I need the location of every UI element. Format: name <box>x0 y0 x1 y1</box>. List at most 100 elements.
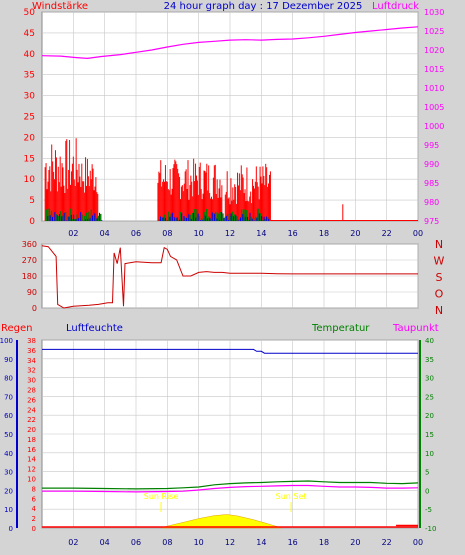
rain-tick-label: 4 <box>32 505 37 513</box>
pressure-tick-label: 1025 <box>424 27 444 36</box>
hour-tick-label: 06 <box>131 229 141 238</box>
temperature-tick-label: 0 <box>425 487 429 495</box>
pressure-tick-label: 1020 <box>424 46 444 55</box>
pressure-tick-label: 1000 <box>424 122 444 131</box>
pressure-tick-label: 1010 <box>424 84 444 93</box>
pressure-tick-label: 990 <box>424 160 439 169</box>
temperature-tick-label: 5 <box>425 469 429 477</box>
pressure-tick-label: 1015 <box>424 65 444 74</box>
rain-tick-label: 32 <box>27 367 36 375</box>
pressure-tick-label: 975 <box>424 217 439 226</box>
hour-tick-label: 10 <box>194 538 204 547</box>
rain-tick-label: 10 <box>27 476 36 484</box>
temperature-axis-title: Temperatur <box>311 323 370 334</box>
hour-tick-label: 00 <box>413 229 423 238</box>
wind-tick-label: 15 <box>24 154 35 164</box>
rain-tick-label: 0 <box>32 525 36 533</box>
temperature-tick-label: 10 <box>425 450 434 458</box>
compass-label: N <box>435 304 443 317</box>
temperature-tick-label: 20 <box>425 412 434 420</box>
humidity-axis-title: Luftfeuchte <box>66 323 123 334</box>
hour-tick-label: 22 <box>382 538 392 547</box>
pressure-axis-title: Luftdruck <box>372 1 419 12</box>
wind-tick-label: 45 <box>24 29 35 39</box>
temperature-tick-label: -10 <box>425 525 436 533</box>
rain-tick-label: 8 <box>32 485 36 493</box>
temperature-tick-label: -5 <box>425 506 432 514</box>
humidity-tick-label: 90 <box>4 356 13 364</box>
humidity-tick-label: 10 <box>4 506 13 514</box>
hour-tick-label: 04 <box>100 538 110 547</box>
rain-tick-label: 22 <box>27 416 36 424</box>
rain-tick-label: 14 <box>27 456 36 464</box>
hour-tick-label: 04 <box>100 229 110 238</box>
hour-tick-label: 08 <box>162 229 172 238</box>
hour-tick-label: 12 <box>225 538 235 547</box>
humidity-tick-label: 100 <box>0 337 13 345</box>
wind-axis-title: Windstärke <box>32 1 88 12</box>
rain-tick-label: 38 <box>27 337 36 345</box>
rain-tick-label: 26 <box>27 396 36 404</box>
wind-tick-label: 25 <box>24 113 35 123</box>
hour-tick-label: 10 <box>194 229 204 238</box>
pressure-tick-label: 980 <box>424 198 439 207</box>
sun-rise-label: Sun Rise <box>144 492 179 501</box>
rain-tick-label: 16 <box>27 446 36 454</box>
rain-tick-label: 2 <box>32 515 36 523</box>
hour-tick-label: 08 <box>162 538 172 547</box>
hour-tick-label: 18 <box>319 538 329 547</box>
humidity-tick-label: 40 <box>4 450 13 458</box>
rain-axis-title: Regen <box>1 323 33 334</box>
hour-tick-label: 00 <box>413 538 423 547</box>
hour-tick-label: 16 <box>288 229 298 238</box>
rain-tick-label: 24 <box>27 406 36 414</box>
pressure-tick-label: 1030 <box>424 8 444 17</box>
wind-tick-label: 5 <box>29 196 35 206</box>
hour-tick-label: 16 <box>288 538 298 547</box>
hour-tick-label: 22 <box>382 229 392 238</box>
temperature-tick-label: 25 <box>425 393 434 401</box>
pressure-tick-label: 995 <box>424 141 439 150</box>
direction-tick-label: 360 <box>22 240 37 249</box>
wind-tick-label: 30 <box>24 92 36 102</box>
temperature-tick-label: 15 <box>425 431 434 439</box>
hour-tick-label: 14 <box>256 229 266 238</box>
temperature-series-line <box>42 480 419 490</box>
direction-tick-label: 0 <box>32 304 37 313</box>
hour-tick-label: 12 <box>225 229 235 238</box>
temperature-tick-label: 40 <box>425 337 434 345</box>
hour-tick-label: 14 <box>256 538 266 547</box>
direction-tick-label: 180 <box>22 272 37 281</box>
pressure-tick-label: 1005 <box>424 103 444 112</box>
chart-title: 24 hour graph day : 17 Dezember 2025 <box>164 1 363 12</box>
dewpoint-axis-title: Taupunkt <box>392 323 439 334</box>
direction-tick-label: 90 <box>27 288 37 297</box>
hour-tick-label: 02 <box>68 229 78 238</box>
pressure-tick-label: 985 <box>424 179 439 188</box>
rain-tick-label: 34 <box>27 357 36 365</box>
hour-tick-label: 20 <box>350 538 360 547</box>
temperature-tick-label: 30 <box>425 375 434 383</box>
humidity-tick-label: 30 <box>4 469 13 477</box>
sun-set-label: Sun Set <box>276 492 307 501</box>
humidity-tick-label: 60 <box>4 412 13 420</box>
compass-label: N <box>435 238 443 251</box>
hour-tick-label: 02 <box>68 538 78 547</box>
hour-tick-label: 18 <box>319 229 329 238</box>
wind-tick-label: 40 <box>24 50 36 60</box>
rain-tick-label: 28 <box>27 386 36 394</box>
humidity-tick-label: 0 <box>9 525 13 533</box>
hour-tick-label: 20 <box>350 229 360 238</box>
wind-tick-label: 50 <box>24 8 36 18</box>
rain-tick-label: 12 <box>27 466 36 474</box>
hour-tick-label: 06 <box>131 538 141 547</box>
dewpoint-series-line <box>42 484 419 493</box>
rain-tick-label: 20 <box>27 426 36 434</box>
rain-tick-label: 6 <box>32 495 37 503</box>
wind-tick-label: 35 <box>24 71 35 81</box>
wind-tick-label: 20 <box>24 133 36 143</box>
pressure-series-line <box>41 26 419 60</box>
humidity-tick-label: 70 <box>4 393 13 401</box>
